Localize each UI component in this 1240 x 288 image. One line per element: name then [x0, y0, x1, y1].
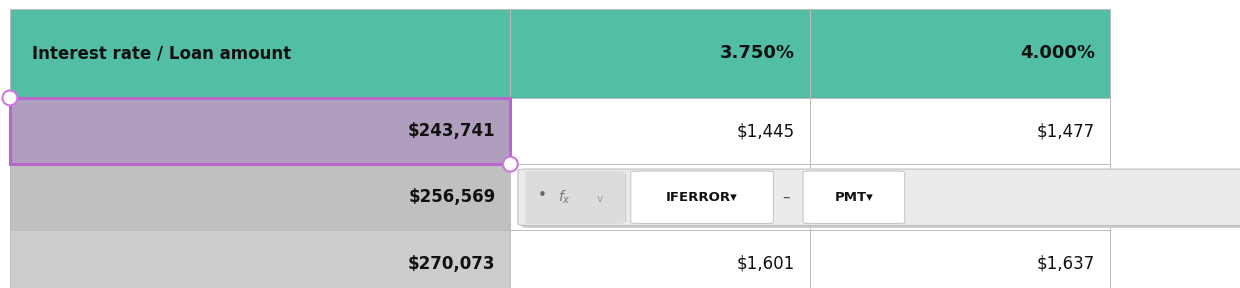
Text: $1,601: $1,601: [737, 255, 795, 272]
Bar: [810, 164, 1110, 230]
Text: –: –: [782, 190, 790, 205]
Text: 4.000%: 4.000%: [1021, 44, 1095, 62]
Bar: [10, 9, 511, 98]
Text: PMT▾: PMT▾: [835, 191, 873, 204]
Ellipse shape: [503, 157, 518, 172]
Bar: [810, 230, 1110, 288]
Text: $1,521: $1,521: [737, 188, 795, 206]
FancyBboxPatch shape: [522, 170, 1240, 228]
Text: $1,637: $1,637: [1037, 255, 1095, 272]
Text: Interest rate / Loan amount: Interest rate / Loan amount: [32, 44, 291, 62]
Bar: [511, 9, 810, 98]
Bar: [10, 230, 511, 288]
Ellipse shape: [2, 90, 17, 105]
FancyBboxPatch shape: [526, 171, 625, 224]
Text: $1,477: $1,477: [1037, 122, 1095, 140]
Bar: [511, 230, 810, 288]
Bar: [10, 164, 511, 230]
Text: $270,073: $270,073: [408, 255, 496, 272]
Bar: [10, 98, 511, 164]
Text: •: •: [538, 188, 547, 203]
Bar: [511, 164, 810, 230]
Bar: [511, 98, 810, 164]
Bar: [810, 98, 1110, 164]
Text: ʌ: ʌ: [598, 192, 603, 202]
Text: $f_x$: $f_x$: [558, 189, 570, 206]
FancyBboxPatch shape: [518, 169, 1240, 226]
FancyBboxPatch shape: [804, 171, 905, 223]
Text: 3.750%: 3.750%: [719, 44, 795, 62]
Text: $243,741: $243,741: [408, 122, 496, 140]
FancyBboxPatch shape: [631, 171, 774, 223]
Bar: [10, 98, 511, 164]
Text: $1,445: $1,445: [737, 122, 795, 140]
Text: $256,569: $256,569: [408, 188, 496, 206]
Text: IFERROR▾: IFERROR▾: [666, 191, 738, 204]
Bar: [810, 9, 1110, 98]
